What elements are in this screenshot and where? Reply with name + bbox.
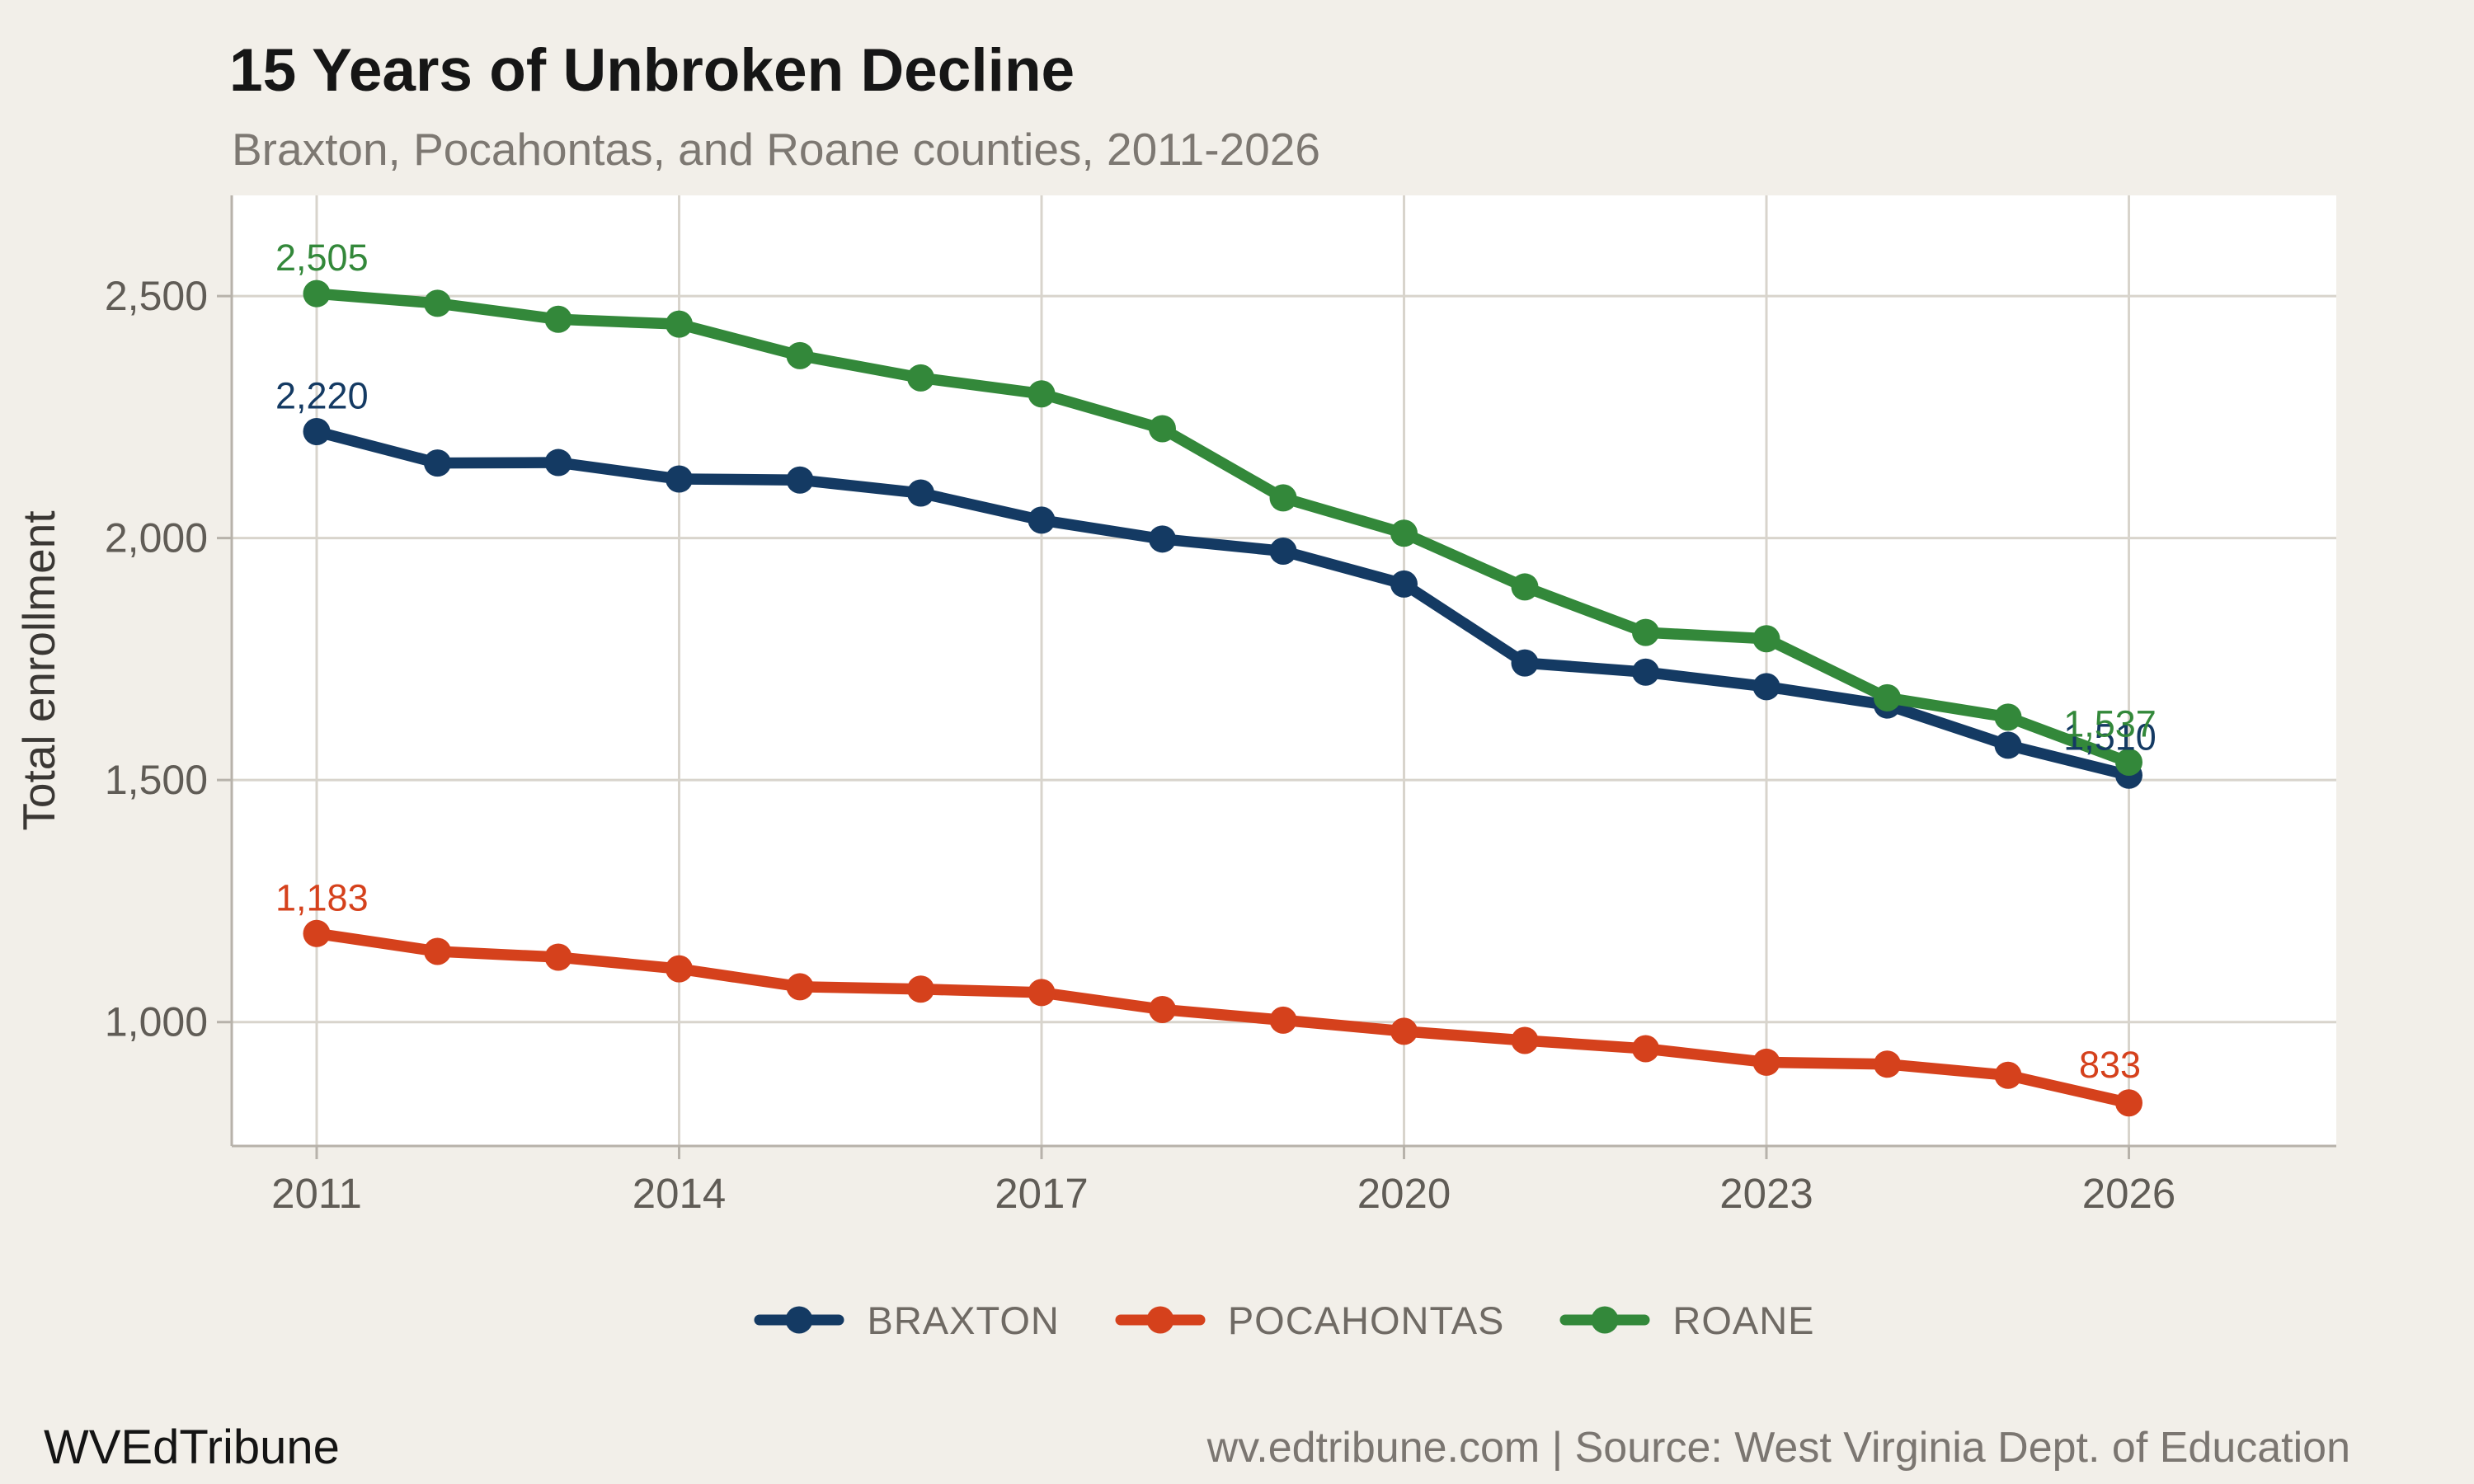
- braxton-point: [786, 466, 814, 494]
- x-tick-label: 2023: [1719, 1170, 1813, 1217]
- braxton-point: [1390, 570, 1418, 598]
- pocahontas-point: [786, 973, 814, 1001]
- y-tick-label: 1,500: [105, 757, 208, 803]
- roane-point: [1511, 573, 1539, 601]
- plot-area: [232, 195, 2336, 1146]
- roane-point: [544, 305, 572, 333]
- roane-point: [1632, 618, 1659, 646]
- pocahontas-point: [1149, 995, 1176, 1023]
- braxton-point: [1269, 537, 1297, 565]
- roane-point: [1752, 625, 1780, 653]
- braxton-point: [1511, 649, 1539, 677]
- roane-point: [303, 279, 331, 308]
- pocahontas-point: [1028, 979, 1056, 1007]
- roane-last-value-label: 1,537: [2063, 702, 2157, 744]
- chart-subtitle: Braxton, Pocahontas, and Roane counties,…: [232, 124, 1320, 175]
- braxton-point: [1994, 731, 2022, 759]
- braxton-point: [1752, 673, 1780, 701]
- y-tick-label: 1,000: [105, 999, 208, 1045]
- y-tick-label: 2,500: [105, 273, 208, 319]
- y-axis-title: Total enrollment: [13, 510, 64, 830]
- braxton-point: [666, 465, 693, 493]
- x-tick-label: 2011: [271, 1170, 362, 1217]
- y-tick-label: 2,000: [105, 515, 208, 561]
- roane-point: [1149, 415, 1176, 443]
- roane-point: [1028, 380, 1056, 408]
- braxton-line: [311, 425, 2135, 782]
- legend-item-pocahontas: POCAHONTAS: [1114, 1298, 1505, 1343]
- x-tick-label: 2017: [995, 1170, 1088, 1217]
- roane-point: [424, 289, 451, 317]
- legend-label-pocahontas: POCAHONTAS: [1227, 1298, 1505, 1342]
- braxton-last-value-label: 1,510: [2063, 716, 2157, 758]
- roane-point: [786, 341, 814, 369]
- braxton-point: [303, 417, 331, 445]
- legend-label-roane: ROANE: [1672, 1298, 1815, 1342]
- roane-point: [1269, 484, 1297, 512]
- roane-point: [2115, 748, 2142, 776]
- legend-item-roane: ROANE: [1559, 1298, 1814, 1343]
- roane-point: [1874, 683, 1901, 711]
- pocahontas-point: [1390, 1017, 1418, 1045]
- x-tick-label: 2020: [1357, 1170, 1451, 1217]
- braxton-point: [907, 479, 934, 507]
- pocahontas-line-swatch-icon: [1115, 1306, 1206, 1334]
- braxton-point: [1149, 525, 1176, 553]
- chart-legend: BRAXTON POCAHONTAS ROANE: [232, 1291, 2336, 1349]
- braxton-point: [424, 449, 451, 477]
- x-tick-label: 2014: [633, 1170, 726, 1217]
- pocahontas-last-value-label: 833: [2079, 1044, 2141, 1086]
- pocahontas-point: [424, 937, 451, 965]
- legend-item-braxton: BRAXTON: [753, 1298, 1059, 1343]
- legend-label-braxton: BRAXTON: [867, 1298, 1060, 1342]
- pocahontas-point: [544, 943, 572, 971]
- source-attribution: wv.edtribune.com | Source: West Virginia…: [1206, 1424, 2350, 1472]
- braxton-line-swatch-icon: [754, 1306, 844, 1334]
- braxton-point: [544, 448, 572, 477]
- pocahontas-point: [1994, 1061, 2022, 1089]
- x-tick-label: 2026: [2082, 1170, 2175, 1217]
- pocahontas-point: [1632, 1035, 1659, 1063]
- pocahontas-point: [1511, 1026, 1539, 1054]
- roane-first-value-label: 2,505: [275, 237, 369, 279]
- braxton-first-value-label: 2,220: [275, 374, 369, 416]
- pocahontas-point: [2115, 1089, 2142, 1117]
- pocahontas-point: [1269, 1006, 1297, 1034]
- roane-point: [1390, 519, 1418, 547]
- pocahontas-point: [1752, 1048, 1780, 1076]
- pocahontas-point: [1874, 1050, 1901, 1078]
- footer: WVEdTribune wv.edtribune.com | Source: W…: [0, 1411, 2474, 1484]
- publication-brand: WVEdTribune: [44, 1421, 340, 1474]
- braxton-point: [1028, 506, 1056, 534]
- roane-point: [666, 310, 693, 338]
- pocahontas-point: [666, 955, 693, 983]
- roane-line-swatch-icon: [1559, 1306, 1650, 1334]
- pocahontas-line: [311, 928, 2135, 1109]
- chart-title: 15 Years of Unbroken Decline: [229, 37, 1075, 104]
- pocahontas-point: [907, 975, 934, 1003]
- pocahontas-first-value-label: 1,183: [275, 876, 369, 918]
- roane-line: [311, 288, 2135, 768]
- roane-point: [907, 364, 934, 392]
- braxton-point: [1632, 658, 1659, 686]
- pocahontas-point: [303, 919, 331, 947]
- roane-point: [1994, 703, 2022, 731]
